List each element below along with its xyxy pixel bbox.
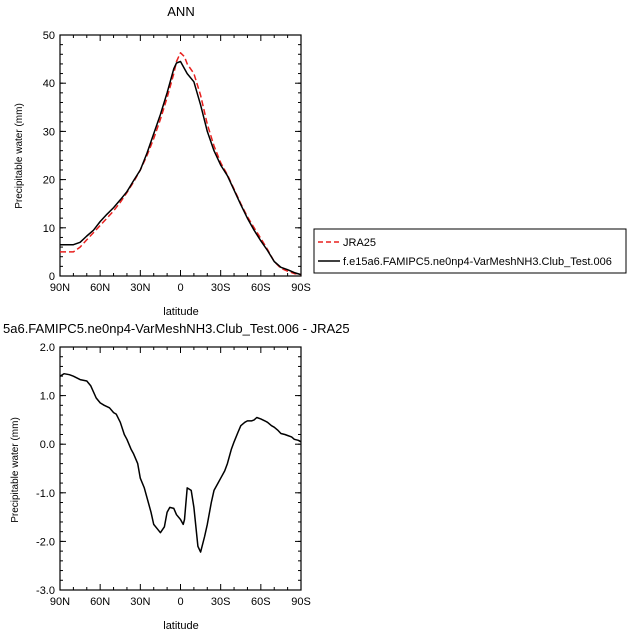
top-ytick-label: 50 xyxy=(43,30,55,42)
bottom-ytick-label: -1.0 xyxy=(36,488,55,500)
top-xtick-label: 30N xyxy=(130,282,150,294)
top-plot-area: 90N 60N 30N 0 30S 60S 90S 0 10 20 30 40 50 xyxy=(43,30,311,294)
top-series-2-line xyxy=(60,60,302,276)
bottom-ytick-label: 1.0 xyxy=(40,391,55,403)
bottom-xlabel: latitude xyxy=(163,620,198,632)
top-ytick-label: 0 xyxy=(49,271,55,283)
top-ytick-label: 10 xyxy=(43,223,55,235)
top-xtick-label: 30S xyxy=(211,282,231,294)
top-xtick-label: 90S xyxy=(291,282,311,294)
bottom-xtick-label: 30N xyxy=(130,596,150,608)
legend: JRA25 f.e15a6.FAMIPC5.ne0np4-VarMeshNH3.… xyxy=(313,228,627,274)
top-xlabel: latitude xyxy=(163,306,198,318)
bottom-plot-area: 90N 60N 30N 0 30S 60S 90S -3.0 -2.0 -1.0 0.0 1.0 2.0 xyxy=(36,342,311,608)
bottom-ytick-label: -2.0 xyxy=(36,536,55,548)
bottom-ytick-label: 2.0 xyxy=(40,342,55,354)
top-xtick-label: 60N xyxy=(90,282,110,294)
top-series-1-line xyxy=(60,52,302,276)
top-ylabel: Precipitable water (mm) xyxy=(14,103,25,209)
top-ytick-label: 30 xyxy=(43,126,55,138)
bottom-ytick-label: -3.0 xyxy=(36,585,55,597)
legend-label-model: f.e15a6.FAMIPC5.ne0np4-VarMeshNH3.Club_T… xyxy=(343,256,612,268)
top-frame xyxy=(59,34,302,277)
bottom-panel: 5a6.FAMIPC5.ne0np4-VarMeshNH3.Club_Test.… xyxy=(3,321,350,632)
bottom-xtick-label: 0 xyxy=(177,596,183,608)
bottom-xtick-label: 90N xyxy=(50,596,70,608)
bottom-xtick-label: 30S xyxy=(211,596,231,608)
top-xtick-label: 90N xyxy=(50,282,70,294)
bottom-xtick-label: 60N xyxy=(90,596,110,608)
top-panel: ANN Precipitable water (mm) latitude 90N… xyxy=(14,4,627,318)
legend-label-jra25: JRA25 xyxy=(343,237,376,249)
top-xtick-label: 60S xyxy=(251,282,271,294)
bottom-title: 5a6.FAMIPC5.ne0np4-VarMeshNH3.Club_Test.… xyxy=(3,321,350,336)
top-ytick-label: 20 xyxy=(43,175,55,187)
bottom-ytick-label: 0.0 xyxy=(40,439,55,451)
bottom-series-1-line xyxy=(59,372,302,553)
top-ytick-label: 40 xyxy=(43,78,55,90)
bottom-xtick-label: 90S xyxy=(291,596,311,608)
legend-box xyxy=(313,228,627,274)
top-title: ANN xyxy=(167,4,194,19)
bottom-frame xyxy=(59,346,302,591)
top-xtick-label: 0 xyxy=(177,282,183,294)
bottom-xtick-label: 60S xyxy=(251,596,271,608)
bottom-ylabel: Precipitable water (mm) xyxy=(10,417,21,523)
